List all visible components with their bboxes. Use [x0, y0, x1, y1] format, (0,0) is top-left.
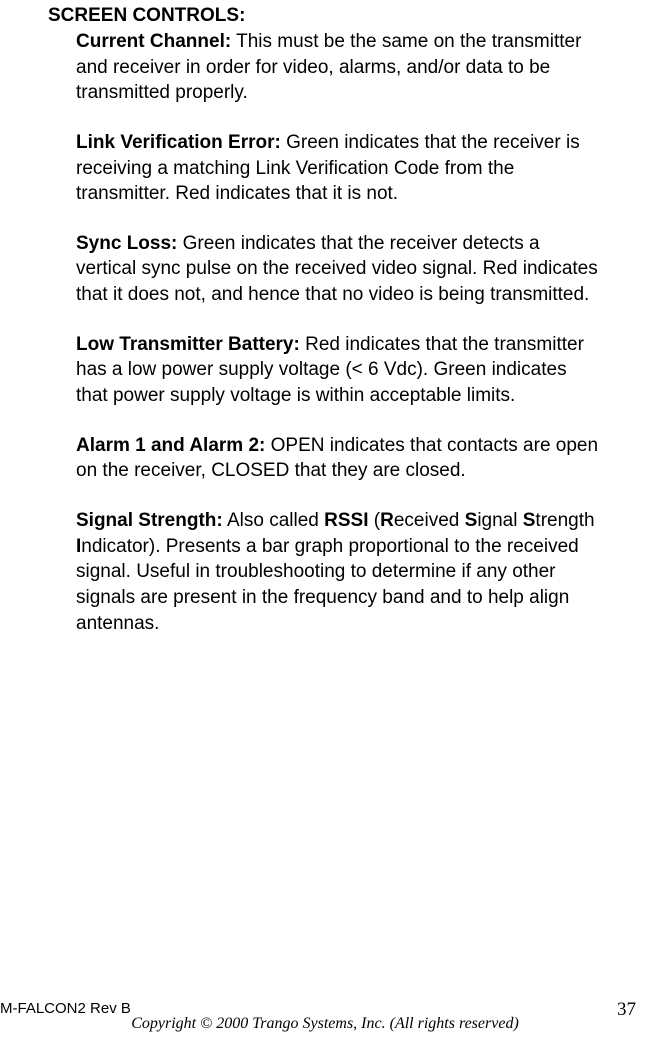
entry-current-channel: Current Channel: This must be the same o…: [76, 29, 602, 106]
entry-label: Sync Loss:: [76, 233, 177, 254]
entry-label: Signal Strength:: [76, 510, 223, 531]
entry-text: Also called: [223, 510, 324, 531]
entry-text: ignal: [477, 510, 522, 531]
entry-text: ndicator). Presents a bar graph proporti…: [76, 536, 579, 634]
footer-copyright: Copyright © 2000 Trango Systems, Inc. (A…: [0, 1015, 650, 1033]
r-bold: R: [380, 510, 394, 531]
entry-text: trength: [535, 510, 594, 531]
entry-label: Current Channel:: [76, 31, 231, 52]
footer-page-number: 37: [617, 999, 636, 1021]
s1-bold: S: [465, 510, 478, 531]
entry-text: eceived: [394, 510, 465, 531]
s2-bold: S: [523, 510, 536, 531]
entry-link-verification: Link Verification Error: Green indicates…: [76, 130, 602, 207]
entry-label: Link Verification Error:: [76, 132, 281, 153]
footer-doc-id: M-FALCON2 Rev B: [0, 1000, 131, 1017]
rssi-bold: RSSI: [324, 510, 368, 531]
section-heading: SCREEN CONTROLS:: [48, 5, 602, 27]
entry-sync-loss: Sync Loss: Green indicates that the rece…: [76, 231, 602, 308]
document-content: SCREEN CONTROLS: Current Channel: This m…: [0, 0, 650, 636]
page-footer: M-FALCON2 Rev B Copyright © 2000 Trango …: [0, 1015, 650, 1033]
entry-label: Low Transmitter Battery:: [76, 334, 300, 355]
entry-label: Alarm 1 and Alarm 2:: [76, 435, 265, 456]
entry-text: (: [369, 510, 381, 531]
entry-signal-strength: Signal Strength: Also called RSSI (Recei…: [76, 508, 602, 636]
entry-low-battery: Low Transmitter Battery: Red indicates t…: [76, 332, 602, 409]
entry-alarms: Alarm 1 and Alarm 2: OPEN indicates that…: [76, 433, 602, 484]
